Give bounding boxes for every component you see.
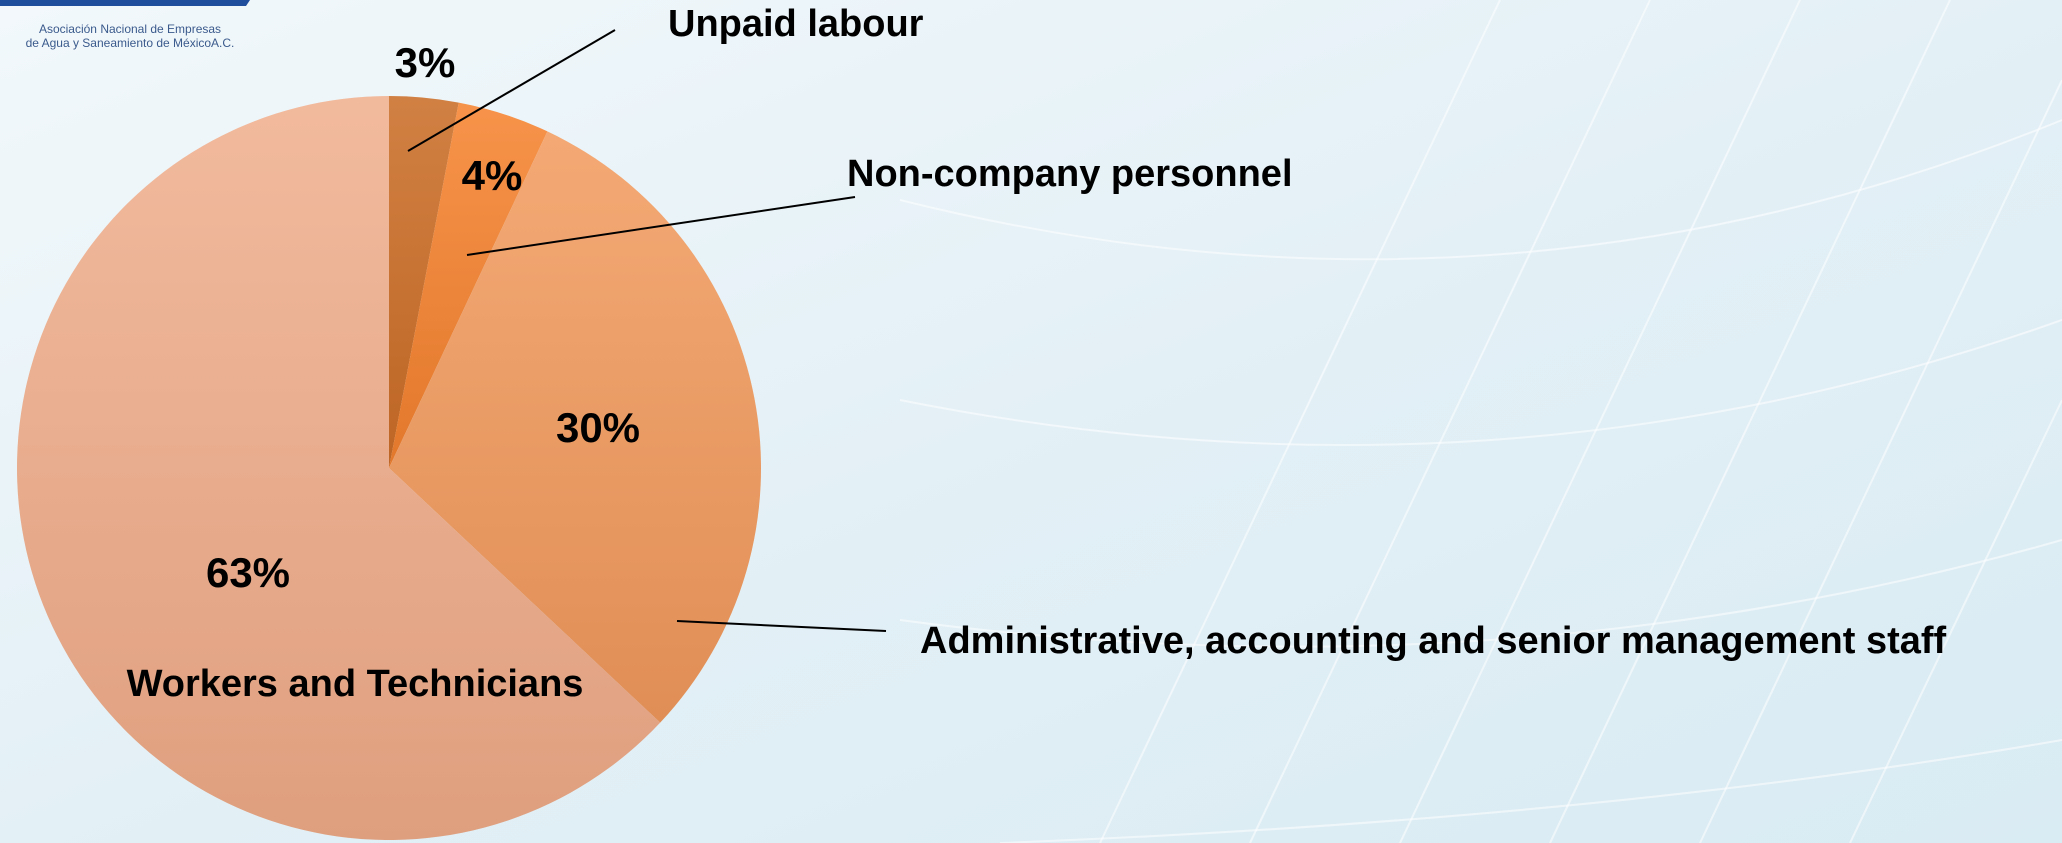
slice-shade	[389, 102, 548, 468]
category-label: Non-company personnel	[847, 153, 1293, 195]
leader-line	[676, 620, 887, 632]
slice-shade	[389, 131, 761, 723]
background-mesh	[899, 0, 2062, 843]
value-label: 30%	[556, 404, 640, 451]
leader-line	[407, 29, 616, 152]
slice-shade	[16, 96, 661, 841]
logo-mark	[0, 0, 250, 6]
value-label: 3%	[395, 39, 456, 86]
category-label: Workers and Technicians	[127, 663, 584, 705]
slice-shade	[389, 96, 459, 468]
logo: Asociación Nacional de Empresas de Agua …	[0, 0, 250, 50]
logo-text: Asociación Nacional de Empresas	[39, 22, 221, 36]
value-label: 63%	[206, 549, 290, 596]
logo-text: de Agua y Saneamiento de MéxicoA.C.	[26, 36, 235, 50]
category-label: Administrative, accounting and senior ma…	[920, 620, 1947, 662]
category-label: Unpaid labour	[668, 3, 924, 45]
value-label: 4%	[462, 152, 523, 199]
leader-line	[466, 196, 856, 256]
